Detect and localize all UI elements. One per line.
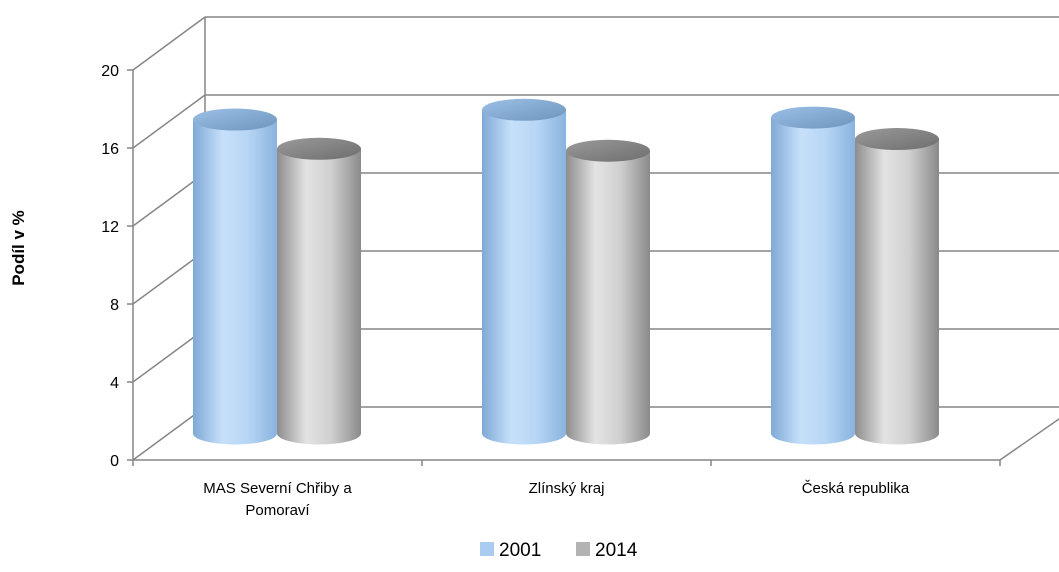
- bar-body: [277, 148, 361, 445]
- bar-2001-2: [771, 106, 855, 445]
- y-tick-label: 4: [110, 375, 119, 392]
- bar-top: [277, 137, 361, 160]
- legend-item-2001: 2001: [480, 540, 541, 561]
- bar-body: [193, 119, 277, 445]
- bar-top: [193, 108, 277, 131]
- bar-body: [566, 150, 650, 445]
- bar-2014-2: [855, 128, 939, 445]
- legend-label: 2014: [595, 540, 638, 561]
- y-tick-label: 12: [101, 219, 119, 236]
- y-tick-label: 20: [101, 63, 119, 80]
- bar-2014-0: [277, 137, 361, 445]
- gridline: [132, 94, 1059, 149]
- x-tick-label: MAS Severní Chřiby a Pomoraví: [203, 480, 352, 519]
- bar-top: [482, 98, 566, 121]
- bar-2001-0: [193, 108, 277, 445]
- bar-body: [771, 117, 855, 445]
- bar-2001-1: [482, 98, 566, 445]
- bar-2014-1: [566, 139, 650, 445]
- y-axis-title: Podíl v %: [9, 210, 28, 286]
- bar-body: [482, 109, 566, 445]
- legend-item-2014: 2014: [576, 540, 638, 561]
- bar-body: [855, 139, 939, 445]
- floor-right-edge: [999, 418, 1059, 461]
- bar-top: [855, 128, 939, 151]
- legend-swatch: [576, 542, 590, 556]
- x-tick-label: Zlínský kraj: [529, 480, 605, 497]
- bar-top: [771, 106, 855, 129]
- axis-labels: 0 4 8 12 16 20 MAS Severní Chřiby a Pomoraví Zlí…: [101, 63, 910, 519]
- x-tick-label: Česká republika: [802, 480, 910, 497]
- legend: 2001 2014: [480, 540, 638, 561]
- y-tick-label: 8: [110, 297, 119, 314]
- y-tick-label: 16: [101, 141, 119, 158]
- y-tick-label: 0: [110, 453, 119, 470]
- legend-label: 2001: [499, 540, 541, 561]
- bars: [193, 98, 939, 445]
- legend-swatch: [480, 542, 494, 556]
- gridline: [132, 16, 1059, 71]
- bar-top: [566, 139, 650, 162]
- axes: [127, 69, 1059, 466]
